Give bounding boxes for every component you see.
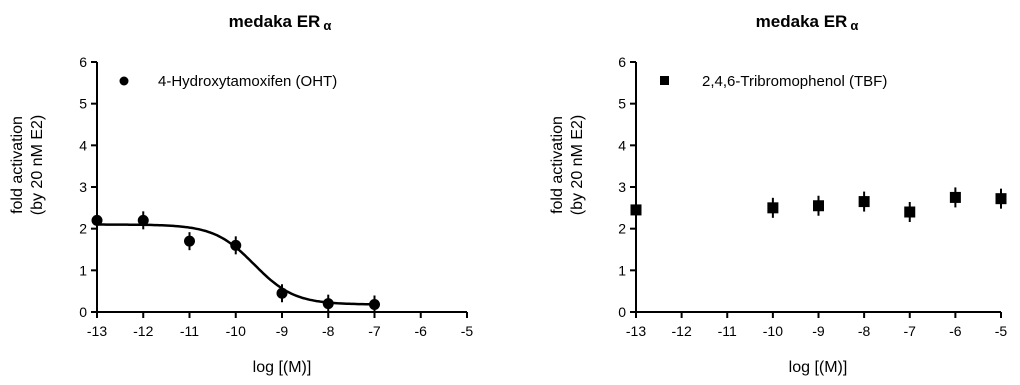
y-tick-label: 6 [79,54,87,70]
x-tick-label: -10 [763,323,783,339]
x-tick-label: -10 [226,323,246,339]
x-axis-label: log [(M)] [789,359,848,376]
y-tick-label: 0 [618,304,626,320]
legend: 4-Hydroxytamoxifen (OHT) [119,73,337,90]
chart-oht: medaka ER α fold activation (by 20 nM E2)… [9,12,473,376]
legend-marker-circle [119,76,129,86]
y-tick-label: 3 [79,179,87,195]
x-tick-label: -7 [904,323,917,339]
y-tick-label: 2 [79,221,87,237]
y-axis-label: fold activation (by 20 nM E2) [9,115,46,215]
chart-title: medaka ER α [756,12,859,33]
svg-text:(by 20 nM E2): (by 20 nM E2) [29,115,46,215]
y-tick-label: 3 [618,179,626,195]
x-tick-label: -11 [718,323,737,339]
x-tick-label: -7 [368,323,381,339]
legend: 2,4,6-Tribromophenol (TBF) [660,73,887,90]
x-tick-label: -9 [276,323,289,339]
axes: 0 1 2 3 4 5 6 -13 -12 -11 -10 -9 -8 -7 -6 -5 [618,54,1007,339]
x-tick-label: -12 [672,323,692,339]
x-tick-label: -8 [322,323,335,339]
y-tick-label: 6 [618,54,626,70]
x-axis-label: log [(M)] [253,359,312,376]
chart-tbf: medaka ER α fold activation (by 20 nM E2)… [549,12,1007,376]
svg-text:(by 20 nM E2): (by 20 nM E2) [569,115,586,215]
x-tick-label: -6 [415,323,428,339]
svg-text:fold activation: fold activation [9,116,26,214]
legend-marker-square [660,76,669,85]
y-tick-label: 5 [79,96,87,112]
data-points [91,211,380,314]
x-tick-label: -5 [461,323,474,339]
legend-label: 4-Hydroxytamoxifen (OHT) [158,73,337,90]
y-tick-label: 4 [79,137,87,153]
x-tick-label: -5 [995,323,1008,339]
x-tick-label: -13 [87,323,107,339]
y-tick-label: 2 [618,221,626,237]
x-tick-label: -12 [133,323,153,339]
x-tick-label: -6 [949,323,962,339]
legend-label: 2,4,6-Tribromophenol (TBF) [702,73,887,90]
y-axis-label: fold activation (by 20 nM E2) [549,115,586,215]
x-tick-label: -9 [812,323,825,339]
x-tick-label: -11 [180,323,199,339]
y-tick-label: 0 [79,304,87,320]
x-tick-label: -8 [858,323,871,339]
x-tick-label: -13 [626,323,646,339]
y-tick-label: 1 [79,262,87,278]
axes: 0 1 2 3 4 5 6 -13 -12 -11 -10 -9 -8 -7 -6 -5 [79,54,473,339]
y-tick-label: 5 [618,96,626,112]
data-points [630,187,1007,222]
y-tick-label: 4 [618,137,626,153]
chart-title: medaka ER α [229,12,332,33]
y-tick-label: 1 [618,262,626,278]
svg-text:fold activation: fold activation [549,116,566,214]
